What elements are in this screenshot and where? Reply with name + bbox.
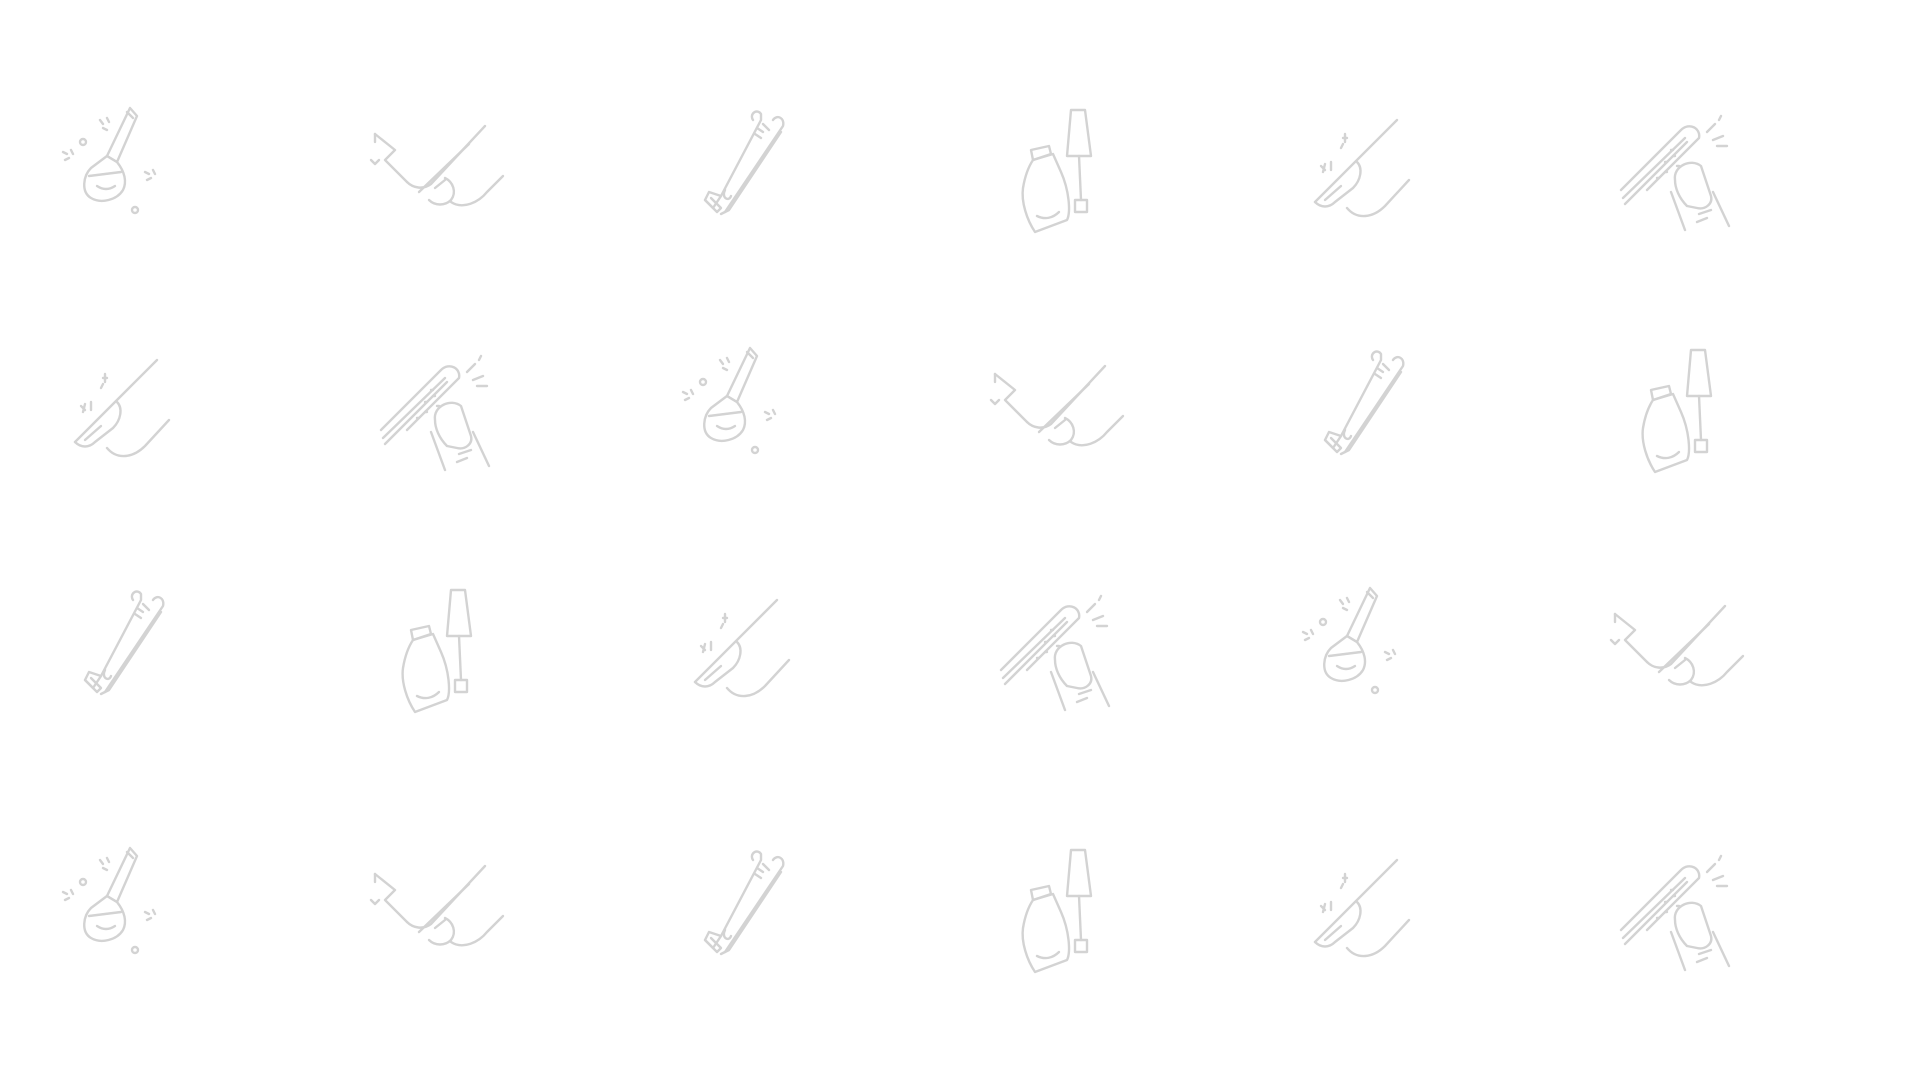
nail-clipper-icon (665, 80, 825, 240)
brush-icon (45, 820, 205, 980)
cuticle-pusher-icon (355, 80, 515, 240)
nail-file-icon (45, 320, 205, 480)
brush-icon (45, 80, 205, 240)
buffer-icon (1595, 80, 1755, 240)
cuticle-pusher-icon (975, 320, 1135, 480)
nail-polish-icon (975, 80, 1135, 240)
buffer-icon (355, 320, 515, 480)
nail-file-icon (1285, 820, 1445, 980)
brush-icon (1285, 560, 1445, 720)
nail-clipper-icon (45, 560, 205, 720)
nail-file-icon (665, 560, 825, 720)
nail-clipper-icon (1285, 320, 1445, 480)
nail-clipper-icon (665, 820, 825, 980)
nail-polish-icon (355, 560, 515, 720)
nail-polish-icon (1595, 320, 1755, 480)
cuticle-pusher-icon (1595, 560, 1755, 720)
nail-file-icon (1285, 80, 1445, 240)
buffer-icon (975, 560, 1135, 720)
cuticle-pusher-icon (355, 820, 515, 980)
nail-polish-icon (975, 820, 1135, 980)
buffer-icon (1595, 820, 1755, 980)
brush-icon (665, 320, 825, 480)
